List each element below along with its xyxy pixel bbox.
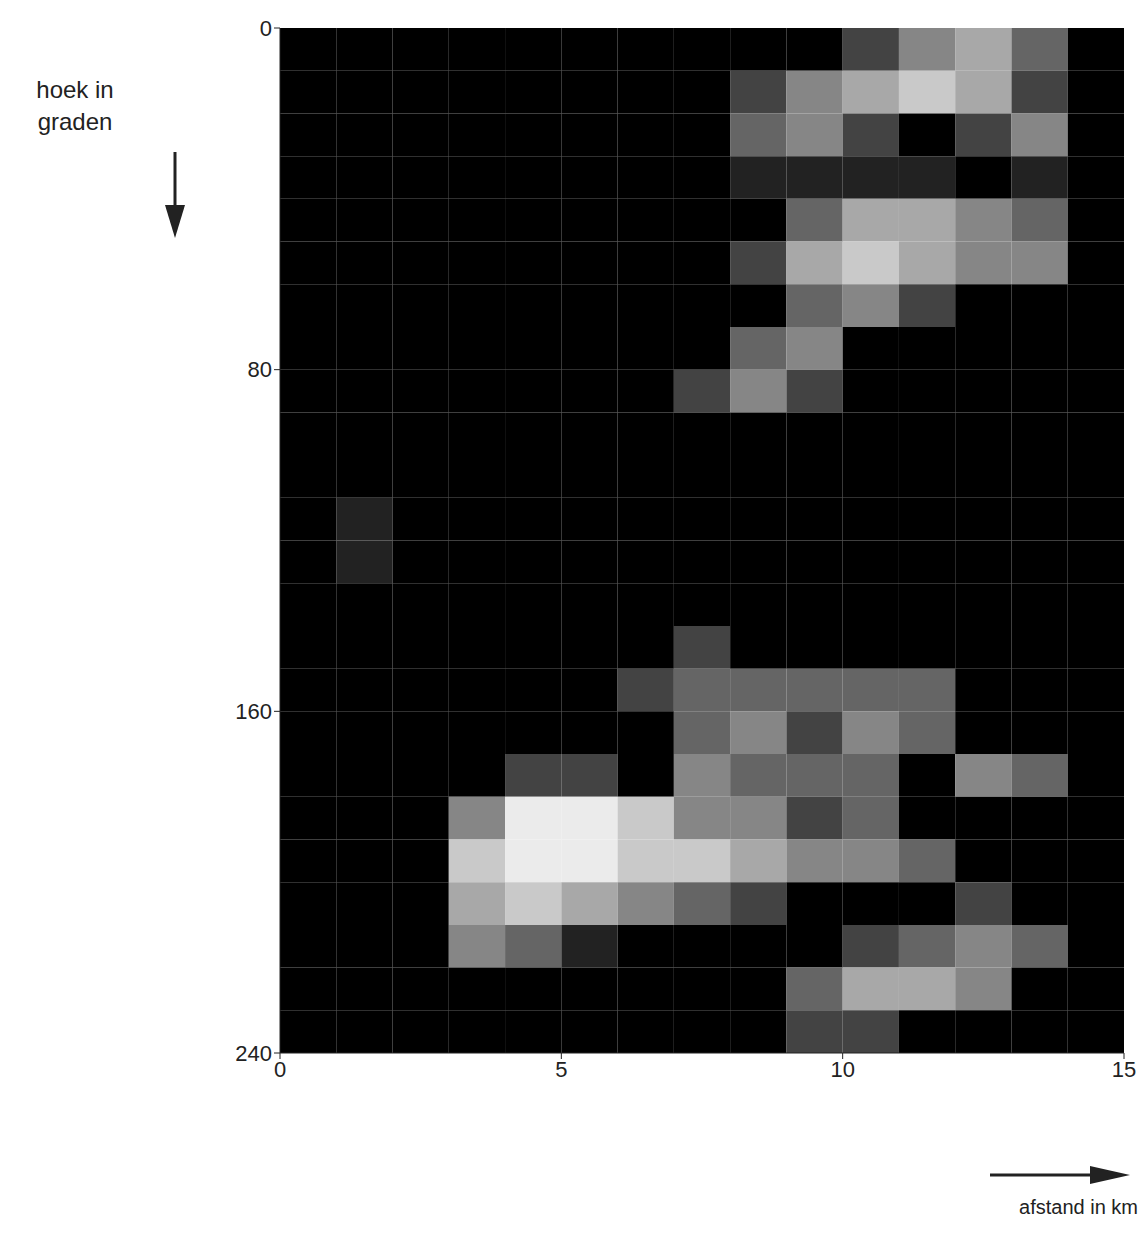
html-text:hoek in graden: hoek in graden [36,76,114,135]
svg-text:80: 80 [248,357,272,382]
svg-text:15: 15 [1112,1057,1136,1082]
svg-text:160: 160 [235,699,272,724]
svg-text:240: 240 [235,1041,272,1066]
svg-text:5: 5 [555,1057,567,1082]
svg-text:10: 10 [830,1057,854,1082]
svg-text:0: 0 [274,1057,286,1082]
svg-text:0: 0 [260,16,272,41]
html-text:afstand in km: afstand in km [1019,1196,1138,1218]
